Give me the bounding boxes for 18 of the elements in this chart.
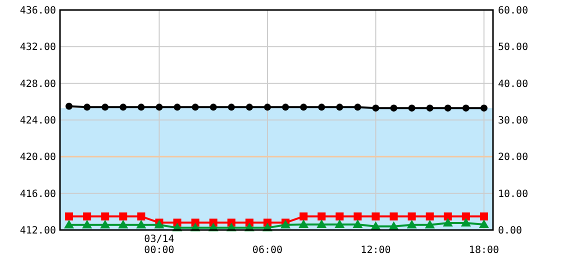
x-tick-label: 18:00 <box>468 245 500 256</box>
x-tick-label: 03/14 00:00 <box>144 234 174 256</box>
x-tick-label: 06:00 <box>252 245 283 256</box>
y-tick-label: 428.00 <box>20 78 56 90</box>
y2-tick-label: 50.00 <box>498 42 528 54</box>
y2-tick-label: 0.00 <box>498 226 522 236</box>
y2-tick-label: 30.00 <box>498 116 528 126</box>
y2-tick-label: 60.00 <box>498 6 528 16</box>
y-tick-label: 412.00 <box>20 226 56 236</box>
y2-tick-label: 40.00 <box>498 78 528 90</box>
y-tick-label: 416.00 <box>20 188 56 200</box>
y2-tick-label: 10.00 <box>498 188 528 200</box>
y-tick-label: 432.00 <box>20 42 56 54</box>
y-tick-label: 420.00 <box>20 152 56 164</box>
y2-tick-label: 20.00 <box>498 152 528 164</box>
x-tick-label: 12:00 <box>360 245 391 256</box>
y-tick-label: 424.00 <box>20 116 56 126</box>
y-tick-label: 436.00 <box>20 6 56 16</box>
